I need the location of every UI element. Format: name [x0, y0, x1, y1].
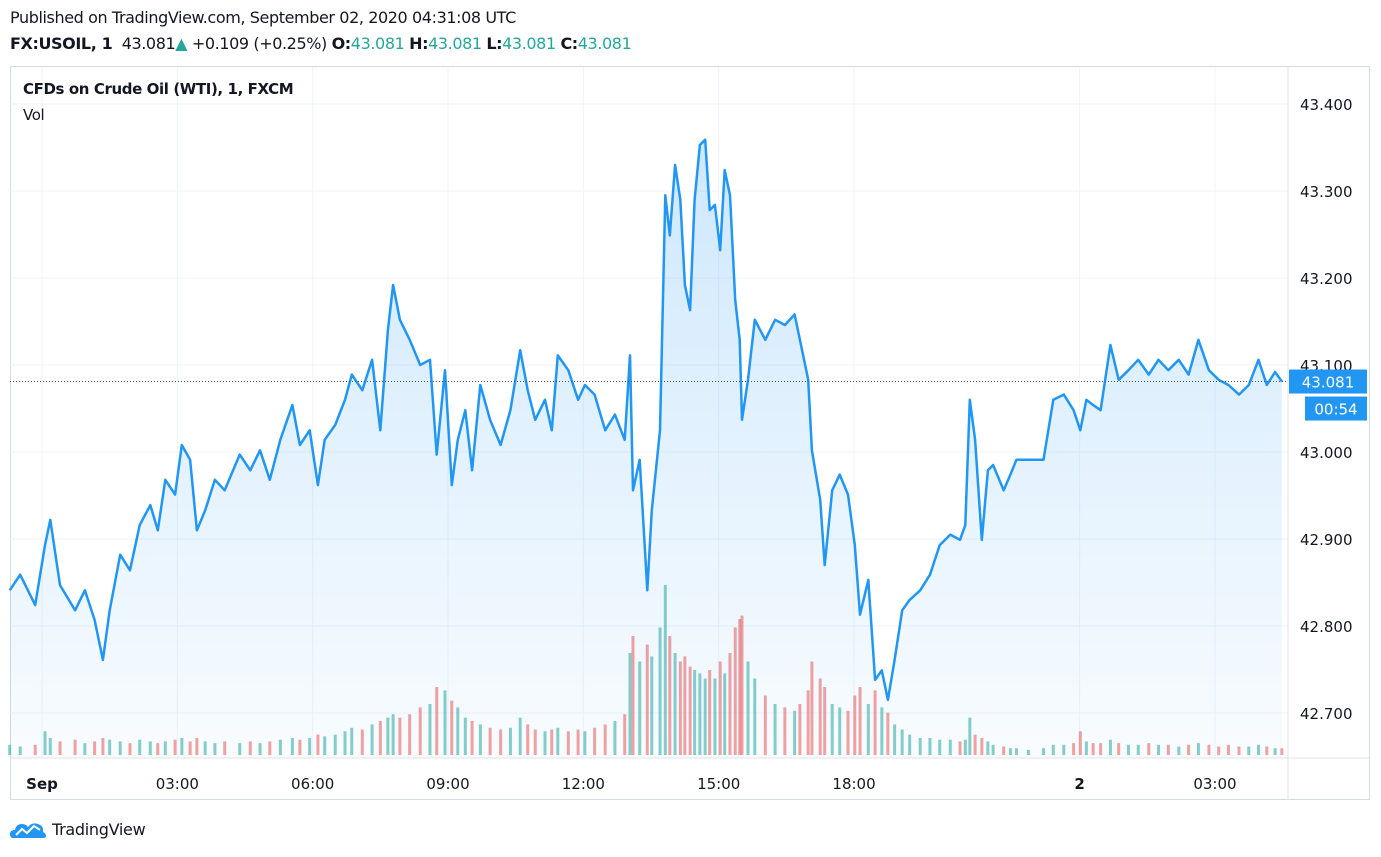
x-tick-label: 15:00 [697, 775, 740, 793]
last-price-badge [1289, 369, 1367, 394]
x-tick-label: 09:00 [426, 775, 469, 793]
up-triangle-icon: ▲ [175, 34, 188, 53]
y-tick-label: 43.300 [1300, 183, 1353, 201]
countdown-badge-text: 00:54 [1314, 401, 1357, 419]
x-tick-label: 2 [1074, 775, 1084, 793]
x-tick-label: 03:00 [156, 775, 199, 793]
price-change: +0.109 (+0.25%) [191, 34, 327, 53]
last-price: 43.081 [121, 34, 176, 53]
volume-bar [1280, 748, 1284, 755]
y-tick-label: 43.400 [1300, 96, 1353, 114]
volume-bar [8, 744, 12, 755]
high-label: H: [409, 34, 429, 53]
volume-legend: Vol [23, 106, 45, 124]
x-tick-label: Sep [26, 775, 58, 793]
y-tick-label: 43.200 [1300, 270, 1353, 288]
last-price-badge-text: 43.081 [1302, 374, 1355, 392]
symbol-name: FX:USOIL, 1 [10, 34, 113, 53]
x-tick-label: 18:00 [832, 775, 875, 793]
close-value: 43.081 [577, 34, 632, 53]
x-tick-label: 06:00 [291, 775, 334, 793]
tradingview-brand[interactable]: TradingView [10, 818, 146, 840]
y-tick-label: 42.800 [1300, 618, 1353, 636]
open-label: O: [331, 34, 352, 53]
chart-frame [10, 66, 1370, 800]
x-tick-label: 12:00 [562, 775, 605, 793]
published-caption: Published on TradingView.com, September … [10, 8, 516, 27]
open-value: 43.081 [350, 34, 405, 53]
high-value: 43.081 [428, 34, 482, 53]
close-label: C: [560, 34, 578, 53]
price-area-fill [9, 139, 1282, 758]
low-label: L: [486, 34, 503, 53]
y-tick-label: 42.700 [1300, 705, 1353, 723]
tradingview-cloud-logo-icon [10, 823, 46, 838]
brand-name: TradingView [52, 819, 146, 839]
y-tick-label: 42.900 [1300, 531, 1353, 549]
chart-legend-title: CFDs on Crude Oil (WTI), 1, FXCM [23, 80, 294, 98]
symbol-ohlc-bar: FX:USOIL, 1 43.081▲ +0.109 (+0.25%) O:43… [10, 34, 632, 53]
y-tick-label: 43.000 [1300, 444, 1353, 462]
x-tick-label: 03:00 [1193, 775, 1236, 793]
countdown-badge [1305, 396, 1367, 421]
low-value: 43.081 [502, 34, 556, 53]
